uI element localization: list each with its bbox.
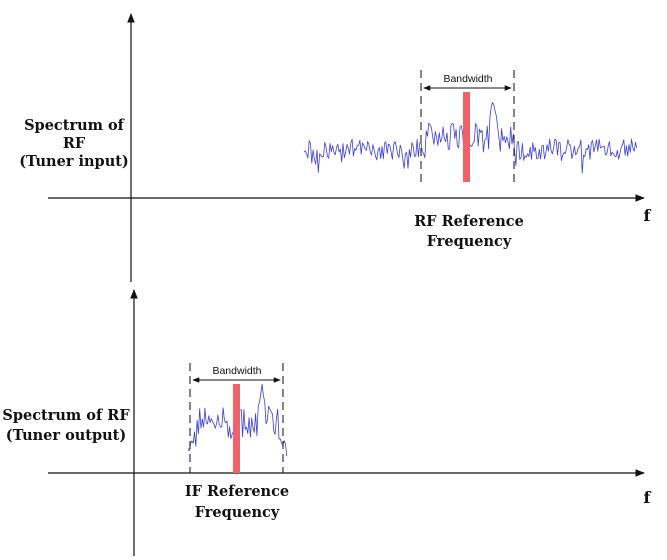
- top-spectrum-trace: [303, 102, 638, 174]
- top-panel: f Spectrum of RF (Tuner input) Bandwidth…: [19, 13, 652, 282]
- top-bandwidth-label: Bandwidth: [443, 73, 492, 85]
- bottom-reference-label-line1: IF Reference: [185, 483, 289, 500]
- bottom-reference-label-line2: Frequency: [195, 504, 280, 521]
- bottom-x-axis-label: f: [644, 488, 652, 507]
- top-y-axis-label-line2: RF: [63, 135, 86, 152]
- top-reference-marker: [463, 92, 470, 182]
- top-x-axis-label: f: [644, 206, 652, 225]
- top-y-axis-label-line3: (Tuner input): [19, 153, 129, 170]
- bottom-y-axis-label-line2: (Tuner output): [6, 427, 126, 444]
- bottom-bandwidth-label: Bandwidth: [212, 365, 261, 377]
- top-y-axis-label-line1: Spectrum of: [24, 117, 126, 134]
- top-reference-label-line1: RF Reference: [414, 213, 524, 230]
- bottom-panel: f Spectrum of RF (Tuner output) Bandwidt…: [2, 289, 652, 556]
- bottom-y-axis-label-line1: Spectrum of RF: [2, 407, 130, 424]
- top-reference-label-line2: Frequency: [427, 233, 512, 250]
- bottom-reference-marker: [233, 384, 240, 473]
